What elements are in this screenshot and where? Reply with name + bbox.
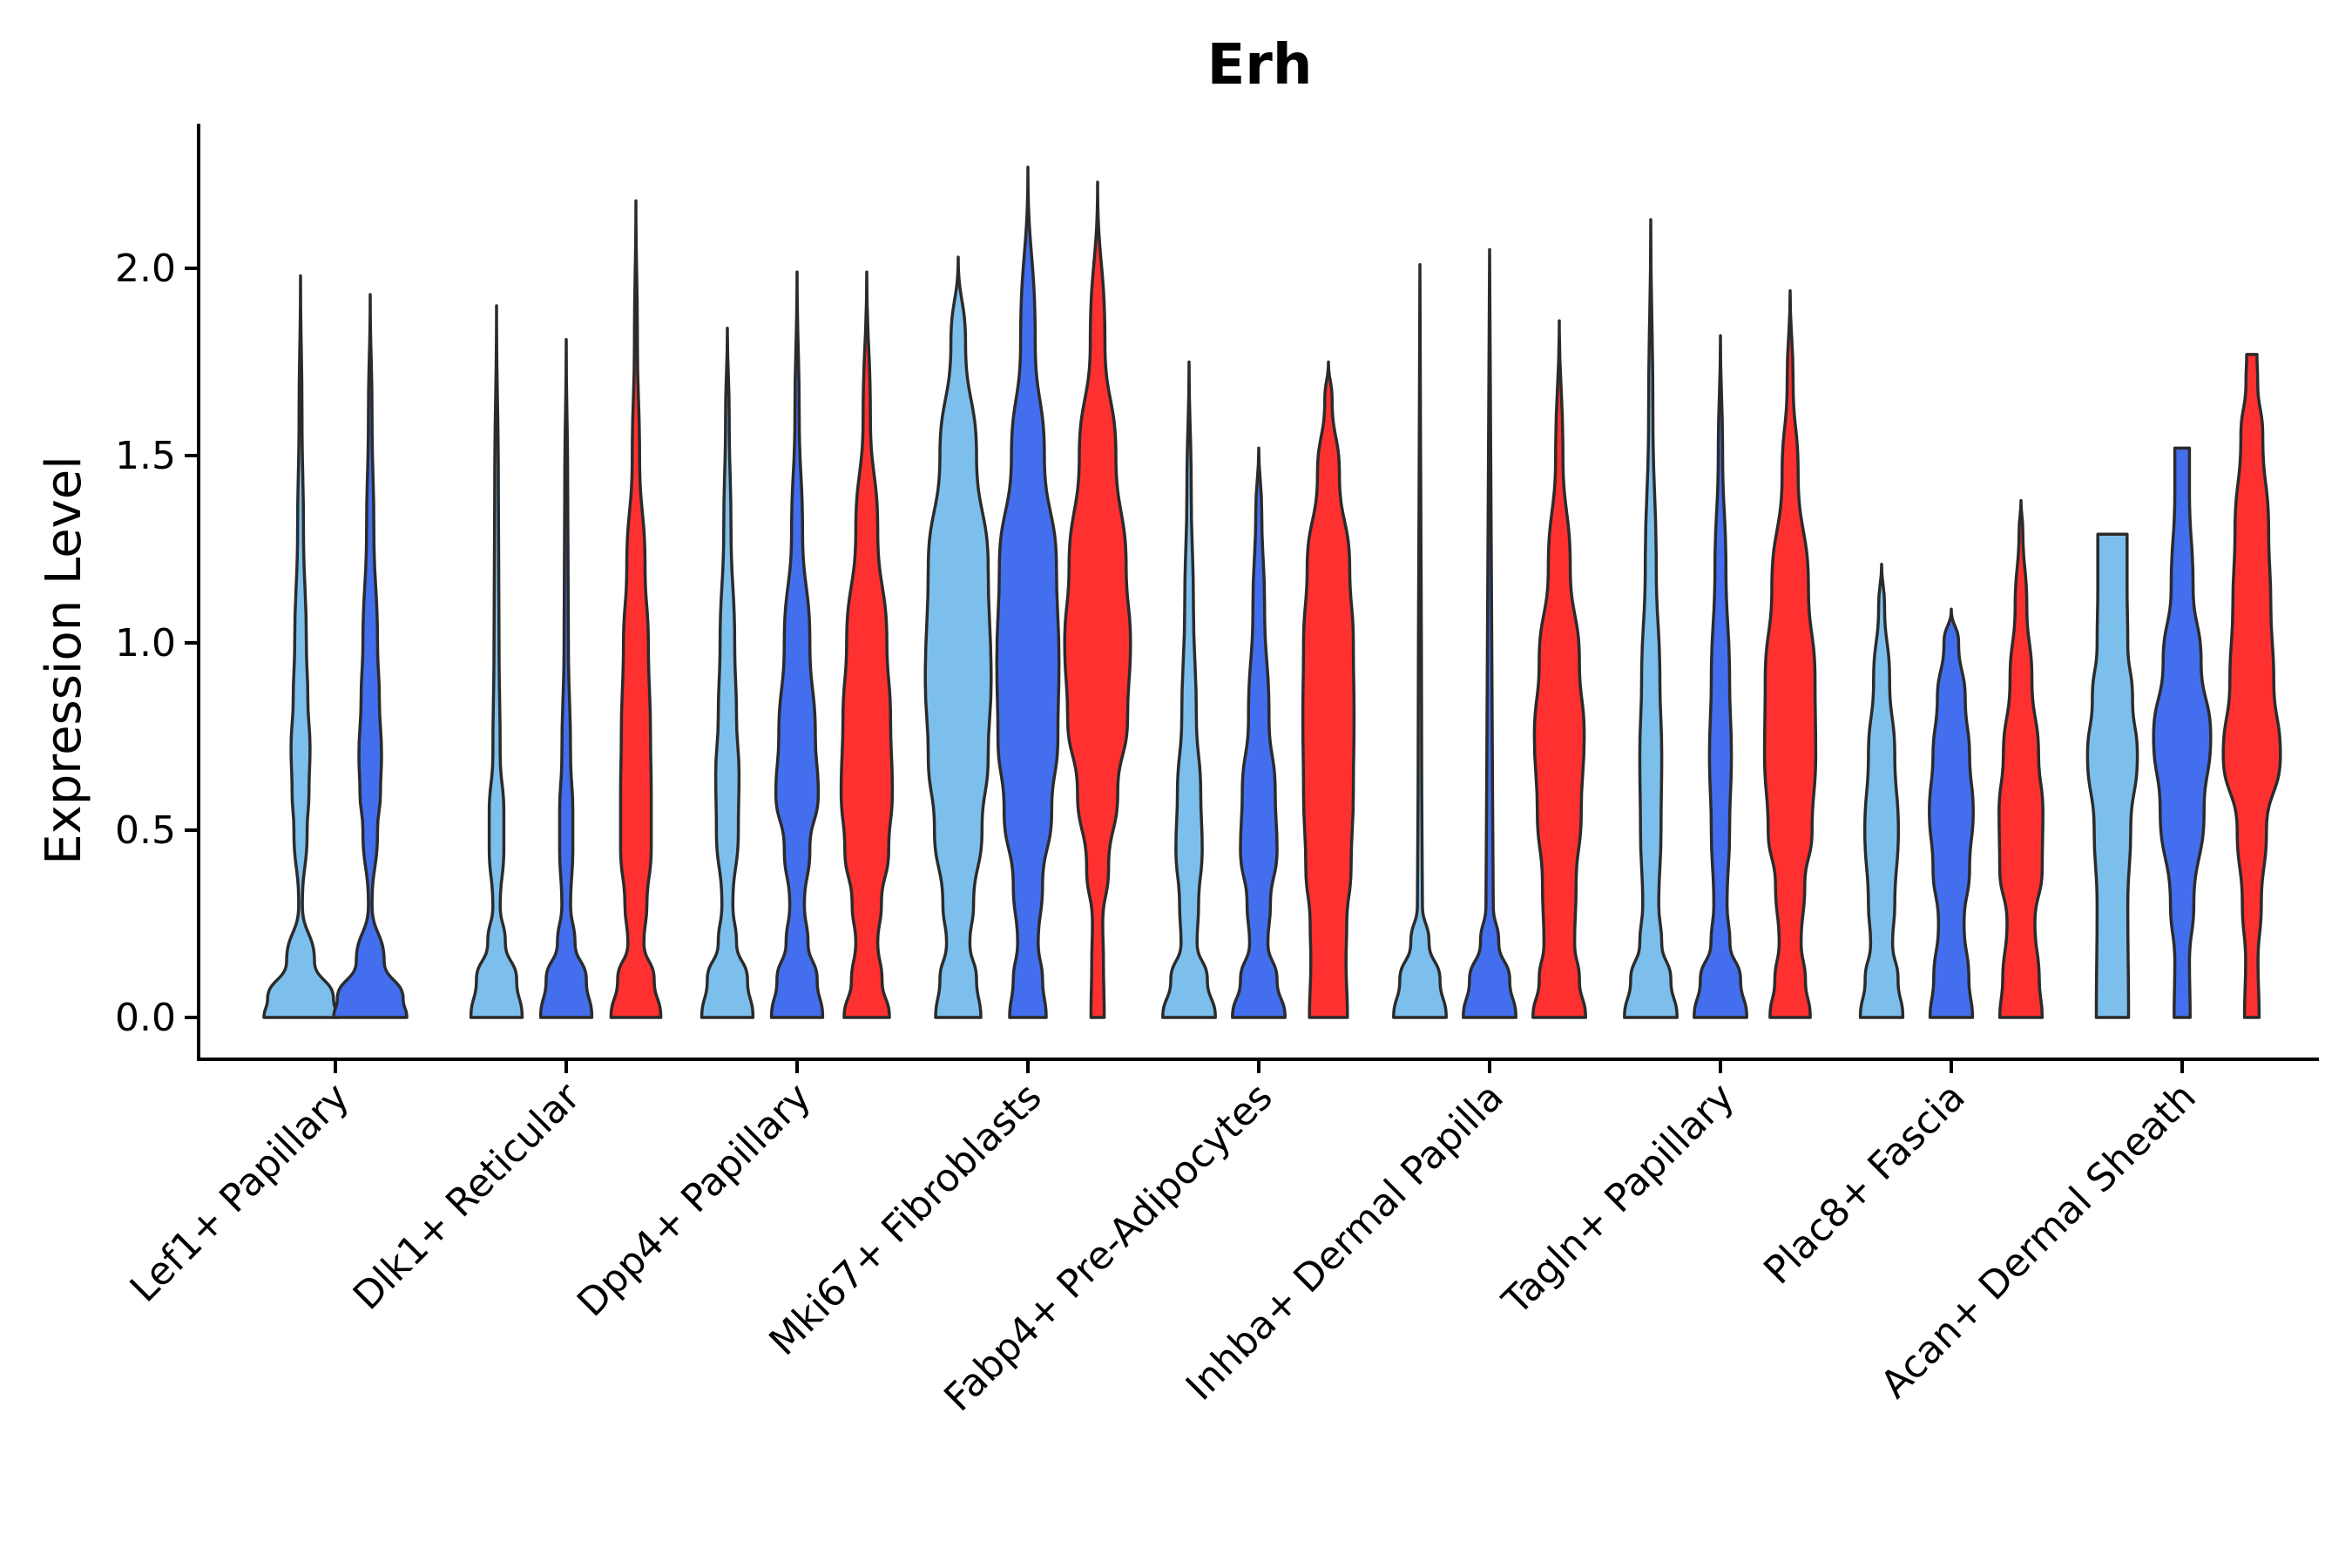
violin-red	[839, 270, 895, 1019]
y-tick-label: 0.0	[115, 996, 176, 1040]
y-tick-label: 2.0	[115, 247, 176, 291]
y-tick-label: 0.5	[115, 808, 176, 853]
violin-light	[1392, 262, 1448, 1019]
violin-light	[700, 327, 755, 1019]
violin-light	[262, 274, 339, 1019]
violin-light	[2085, 532, 2139, 1019]
violin-light	[923, 255, 993, 1019]
y-tick-label: 1.5	[115, 434, 176, 478]
violin-light	[1858, 562, 1905, 1019]
violin-red	[1531, 319, 1587, 1019]
violin-red	[1301, 360, 1356, 1019]
violin-red	[1762, 289, 1818, 1019]
violin-red	[1063, 180, 1132, 1019]
y-tick-label: 1.0	[115, 621, 176, 666]
violin-light	[1623, 218, 1679, 1019]
violin-red	[1997, 498, 2044, 1019]
x-tick-label: Lef1+ Papillary	[122, 1075, 358, 1311]
violin-red	[609, 199, 663, 1019]
violin-blue	[995, 166, 1061, 1019]
x-tick-label: Tagln+ Papillary	[1494, 1075, 1743, 1324]
violin-blue	[1231, 446, 1287, 1019]
violin-layer	[262, 166, 2282, 1019]
violin-blue	[332, 293, 409, 1019]
chart-title: Erh	[1207, 33, 1313, 98]
violin-light	[1161, 360, 1217, 1019]
violin-light	[469, 304, 524, 1019]
y-axis-label: Expression Level	[36, 456, 92, 865]
violin-red	[2221, 353, 2282, 1019]
x-tick-label: Dpp4+ Papillary	[569, 1075, 820, 1326]
violin-blue	[769, 270, 825, 1019]
y-ticks: 0.0 0.5 1.0 1.5 2.0	[115, 247, 199, 1040]
violin-blue	[1928, 607, 1975, 1019]
violin-blue	[1693, 334, 1748, 1019]
x-tick-label: Dlk1+ Reticular	[345, 1074, 590, 1319]
violin-blue	[1462, 247, 1517, 1019]
violin-blue	[2152, 446, 2213, 1019]
x-tick-label: Plac8+ Fascia	[1755, 1075, 1974, 1294]
violin-blue	[538, 337, 594, 1019]
